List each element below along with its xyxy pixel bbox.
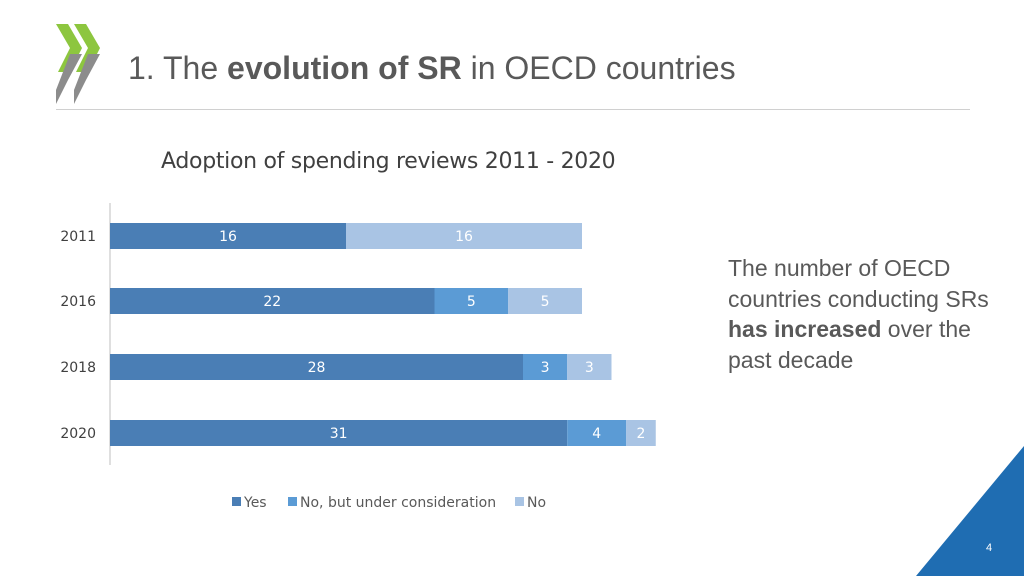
legend-label: Yes — [243, 495, 267, 511]
data-label: 16 — [219, 229, 237, 245]
legend-swatch — [515, 497, 524, 506]
legend-label: No, but under consideration — [300, 495, 496, 511]
logo-chevron-bottom-right — [74, 54, 100, 104]
bar-segment — [110, 420, 568, 446]
data-label: 4 — [592, 426, 601, 442]
title-bold: evolution of SR — [227, 50, 462, 86]
side-note-text-2: over the past decade — [728, 316, 971, 373]
logo-chevron-bottom-left — [56, 54, 82, 104]
data-label: 22 — [263, 294, 281, 310]
data-label: 5 — [541, 294, 550, 310]
data-label: 3 — [541, 360, 550, 376]
page-title: 1. The evolution of SR in OECD countries — [128, 48, 736, 88]
legend-swatch — [232, 497, 241, 506]
oecd-logo — [56, 24, 100, 104]
bar-segment — [434, 288, 509, 314]
category-label: 2018 — [60, 360, 96, 376]
bar-segment — [110, 354, 523, 380]
bar-segment — [523, 354, 568, 380]
category-label: 2020 — [60, 426, 96, 442]
data-label: 5 — [467, 294, 476, 310]
data-label: 2 — [637, 426, 646, 442]
category-label: 2016 — [60, 294, 96, 310]
legend-label: No — [527, 495, 546, 511]
data-label: 31 — [330, 426, 348, 442]
title-divider — [56, 109, 970, 110]
title-suffix: in OECD countries — [461, 50, 736, 86]
bar-segment — [626, 420, 656, 446]
bar-segment — [110, 288, 435, 314]
page-number: 4 — [986, 542, 993, 554]
bar-segment — [110, 223, 346, 249]
bar-segment — [346, 223, 582, 249]
bar-segment — [567, 354, 612, 380]
chart-title: Adoption of spending reviews 2011 - 2020 — [161, 149, 616, 174]
bar-segment — [508, 288, 582, 314]
data-label: 3 — [585, 360, 594, 376]
side-note-bold: has increased — [728, 316, 882, 342]
side-note: The number of OECD countries conducting … — [728, 253, 1008, 375]
data-label: 28 — [308, 360, 326, 376]
corner-triangle — [916, 446, 1024, 576]
side-note-text-1: The number of OECD countries conducting … — [728, 255, 989, 312]
legend-swatch — [288, 497, 297, 506]
bar-segment — [567, 420, 627, 446]
title-prefix: 1. The — [128, 50, 228, 86]
data-label: 16 — [455, 229, 473, 245]
category-label: 2011 — [60, 229, 96, 245]
